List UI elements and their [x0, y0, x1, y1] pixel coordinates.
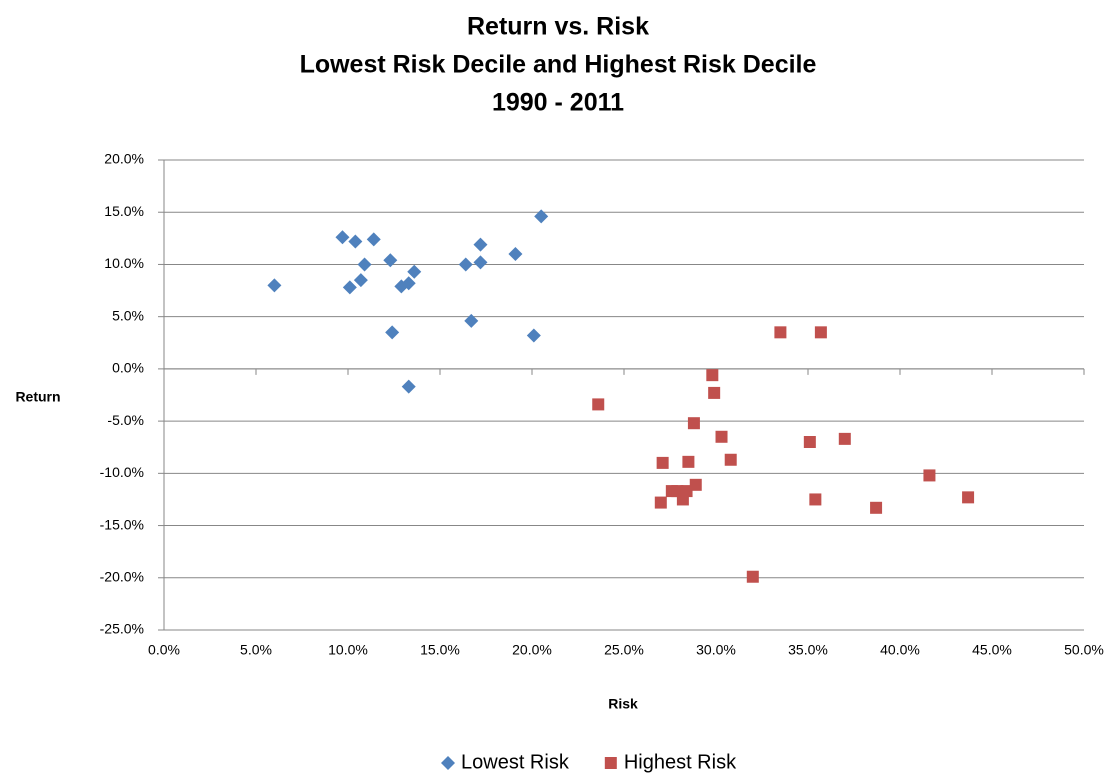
point: [383, 253, 398, 268]
point: [473, 255, 488, 270]
point: [534, 209, 549, 224]
point: [870, 501, 883, 514]
point: [838, 432, 851, 445]
x-tick-label: 5.0%: [240, 642, 272, 658]
x-tick-label: 20.0%: [512, 642, 552, 658]
y-tick-label: 10.0%: [104, 255, 144, 271]
point: [774, 326, 787, 339]
point: [923, 469, 936, 482]
point: [357, 257, 372, 272]
point: [687, 417, 700, 430]
chart-title: 1990 - 2011: [492, 89, 624, 117]
point: [708, 386, 721, 399]
point: [715, 430, 728, 443]
point: [962, 491, 975, 504]
point: [809, 493, 822, 506]
y-tick-label: -25.0%: [100, 621, 144, 637]
y-tick-label: 5.0%: [112, 307, 144, 323]
point: [803, 436, 816, 448]
point: [654, 496, 667, 509]
point: [401, 276, 416, 291]
point: [458, 257, 473, 272]
point: [464, 313, 479, 328]
x-tick-label: 10.0%: [328, 642, 368, 658]
point: [526, 328, 541, 343]
x-tick-label: 25.0%: [604, 642, 644, 658]
y-axis-title: Return: [15, 389, 60, 405]
chart-title: Lowest Risk Decile and Highest Risk Deci…: [300, 51, 817, 79]
x-tick-label: 35.0%: [788, 642, 828, 658]
point: [353, 273, 368, 288]
y-tick-label: -20.0%: [100, 568, 144, 584]
legend-label: Lowest Risk: [461, 751, 570, 773]
point: [814, 326, 827, 339]
point: [746, 570, 759, 583]
point: [401, 379, 416, 394]
point: [706, 369, 719, 382]
x-tick-label: 15.0%: [420, 642, 460, 658]
legend-label: Highest Risk: [624, 751, 737, 773]
point: [267, 278, 282, 293]
point: [508, 247, 523, 261]
x-tick-label: 50.0%: [1064, 642, 1104, 658]
x-tick-label: 0.0%: [148, 642, 180, 658]
y-tick-label: 0.0%: [112, 360, 144, 376]
y-tick-label: -10.0%: [100, 464, 144, 480]
point: [407, 264, 422, 279]
x-tick-label: 30.0%: [696, 642, 736, 658]
point: [724, 453, 737, 466]
x-tick-label: 45.0%: [972, 642, 1012, 658]
point: [682, 455, 695, 468]
point: [348, 234, 363, 249]
point: [366, 232, 381, 247]
legend-marker: [604, 757, 617, 769]
point: [592, 398, 605, 411]
y-tick-label: 15.0%: [104, 203, 144, 219]
point: [689, 478, 702, 491]
chart-title: Return vs. Risk: [467, 13, 649, 41]
x-axis-title: Risk: [608, 696, 638, 712]
point: [680, 485, 693, 498]
y-tick-label: -5.0%: [107, 412, 144, 428]
point: [342, 280, 357, 295]
x-tick-label: 40.0%: [880, 642, 920, 658]
point: [656, 456, 669, 469]
point: [473, 237, 488, 252]
point: [385, 325, 400, 340]
y-tick-label: 20.0%: [104, 151, 144, 167]
legend-marker: [441, 756, 455, 770]
point: [335, 230, 350, 245]
y-tick-label: -15.0%: [100, 516, 144, 532]
